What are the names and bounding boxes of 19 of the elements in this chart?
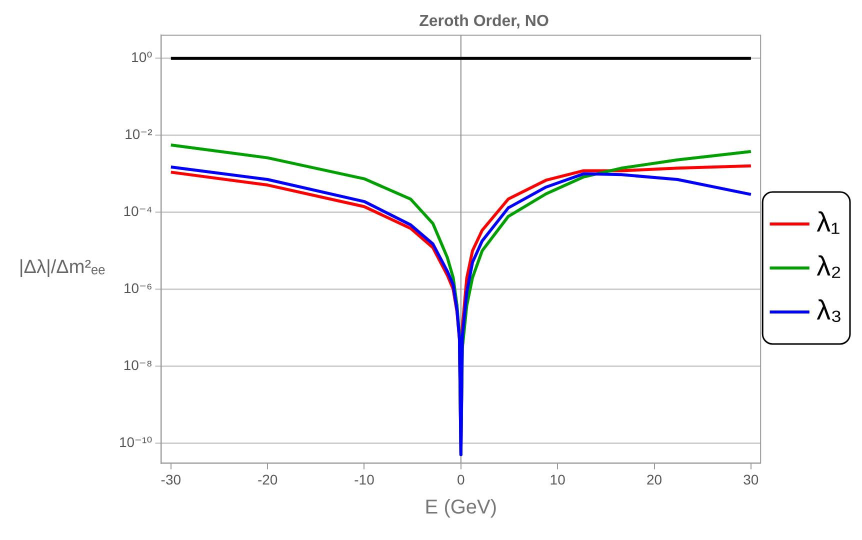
x-tick-label: -10 [354,471,375,488]
x-axis-title: E (GeV) [424,496,498,519]
legend-label: λ₃ [816,294,842,326]
y-tick-label: 10⁰ [131,49,153,66]
legend-label: λ₁ [816,206,840,238]
y-tick-label: 10⁻¹⁰ [118,434,153,450]
x-tick-label: 20 [646,471,662,488]
x-tick-label: -30 [160,471,182,488]
y-tick-label: 10⁻⁶ [124,280,152,296]
x-tick-label: 0 [457,471,466,488]
y-tick-label: 10⁻⁸ [123,357,152,373]
legend-label: λ₂ [816,250,842,282]
y-axis-title: |Δλ|/Δm²ₑₑ [18,257,106,279]
y-tick-label: 10⁻² [124,126,153,142]
x-tick-label: 30 [743,471,759,488]
y-tick-label: 10⁻⁴ [123,203,152,220]
x-tick-label: 10 [550,471,566,488]
x-tick-label: -20 [257,471,278,488]
chart-title: Zeroth Order, NO [419,13,549,30]
